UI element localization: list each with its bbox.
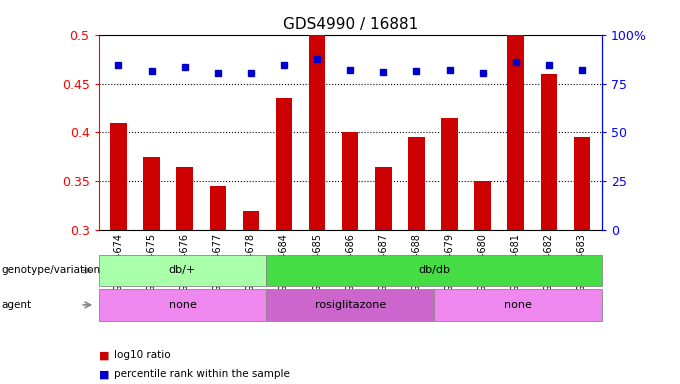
Text: ■: ■ — [99, 350, 109, 360]
Text: none: none — [169, 300, 197, 310]
Bar — [243, 211, 259, 230]
Text: ■: ■ — [99, 369, 109, 379]
Bar — [209, 186, 226, 230]
Bar — [342, 132, 358, 230]
Bar — [507, 35, 524, 230]
Bar — [441, 118, 458, 230]
Text: rosiglitazone: rosiglitazone — [315, 300, 386, 310]
Bar — [574, 137, 590, 230]
Bar — [176, 167, 193, 230]
Bar — [275, 98, 292, 230]
Text: db/+: db/+ — [169, 265, 196, 275]
Bar — [375, 167, 392, 230]
Text: genotype/variation: genotype/variation — [1, 265, 101, 275]
Text: db/db: db/db — [418, 265, 450, 275]
Bar — [475, 182, 491, 230]
Text: none: none — [504, 300, 532, 310]
Bar — [408, 137, 425, 230]
Text: percentile rank within the sample: percentile rank within the sample — [114, 369, 290, 379]
Bar — [309, 35, 325, 230]
Bar — [541, 74, 557, 230]
Text: agent: agent — [1, 300, 31, 310]
Title: GDS4990 / 16881: GDS4990 / 16881 — [283, 17, 418, 32]
Text: log10 ratio: log10 ratio — [114, 350, 170, 360]
Bar — [110, 123, 126, 230]
Bar — [143, 157, 160, 230]
